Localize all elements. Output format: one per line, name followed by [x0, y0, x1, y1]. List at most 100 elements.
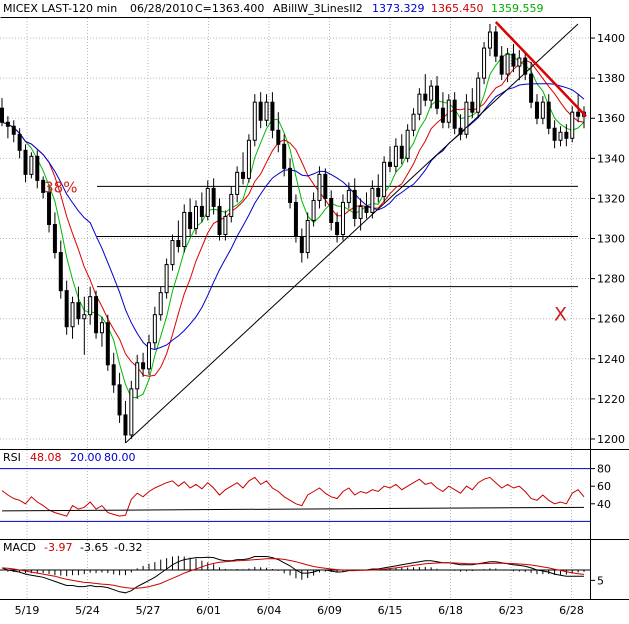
candle — [523, 52, 528, 81]
candle-body — [246, 139, 251, 179]
candle-body — [352, 189, 357, 219]
candle-body — [382, 161, 387, 197]
candle — [211, 178, 216, 215]
candle-body — [464, 101, 469, 135]
candles — [0, 24, 586, 443]
candle-body — [188, 211, 193, 229]
candle — [417, 88, 422, 121]
rsi-panel: 40 60 80 — [0, 463, 611, 522]
candle-body — [99, 322, 104, 334]
macd-value-2: -3.65 — [80, 541, 108, 554]
candle — [111, 352, 116, 393]
candle — [282, 134, 287, 177]
candle-body — [429, 85, 434, 101]
candle — [540, 96, 545, 125]
candle — [546, 94, 551, 135]
macd-label: MACD — [3, 541, 36, 554]
x-tick-label: 6/28 — [559, 604, 584, 617]
candle-body — [440, 107, 445, 123]
candle — [517, 50, 522, 81]
candle-body — [340, 201, 345, 236]
candle — [194, 200, 198, 235]
candle — [399, 134, 404, 165]
candle — [188, 198, 193, 237]
candle-body — [141, 362, 146, 370]
candle — [323, 168, 328, 207]
downtrend-line — [494, 21, 587, 118]
rsi-trendline — [1, 506, 585, 512]
indicator-value-blue: 1373.329 — [372, 2, 425, 15]
rsi-tick-label: 80 — [597, 463, 611, 476]
price-tick-label: 1220 — [597, 393, 625, 406]
candle — [487, 24, 492, 57]
x-label: X — [554, 304, 567, 326]
rsi-high: 80.00 — [104, 451, 136, 464]
candle-body — [335, 221, 340, 236]
price-tick-label: 1260 — [597, 313, 625, 326]
moving-averages — [1, 52, 585, 399]
candle — [35, 150, 40, 189]
candle-body — [158, 292, 163, 316]
x-tick-label: 5/24 — [75, 604, 100, 617]
x-axis-labels: 5/19 5/24 5/27 6/01 6/04 6/09 6/15 6/18 6/23 6/28 — [15, 604, 584, 617]
red-moving-average — [1, 59, 585, 377]
price-tick-label: 1340 — [597, 152, 625, 165]
candle-body — [487, 31, 492, 49]
candle-body — [94, 296, 99, 334]
candle-body — [364, 205, 369, 213]
candle-body — [540, 101, 545, 119]
candle — [452, 92, 457, 135]
candle-body — [52, 223, 57, 254]
candle-body — [405, 129, 410, 159]
candle — [435, 76, 440, 115]
green-moving-average — [1, 52, 585, 399]
candle — [88, 286, 93, 325]
price-tick-label: 1200 — [597, 433, 625, 446]
rsi-header: RSI 48.08 20.00 80.00 — [3, 451, 136, 464]
candle-body — [270, 101, 275, 131]
candle — [423, 74, 428, 107]
candle — [346, 182, 351, 209]
candle — [429, 80, 434, 109]
candle-body — [70, 302, 75, 328]
candle — [470, 88, 475, 119]
candle — [23, 144, 28, 183]
candle — [76, 286, 81, 325]
candle — [217, 198, 222, 241]
blue-moving-average — [1, 83, 585, 351]
candle-body — [299, 236, 304, 254]
indicator-value-red: 1365.450 — [431, 2, 484, 15]
candle — [293, 194, 298, 243]
candle — [252, 94, 257, 147]
candle-body — [311, 199, 316, 221]
candle-body — [35, 155, 40, 181]
candle-body — [176, 240, 181, 248]
candle-body — [117, 384, 122, 416]
candle-body — [417, 93, 422, 115]
candle-body — [182, 211, 187, 248]
candle — [52, 212, 57, 259]
candle-body — [388, 161, 392, 167]
candle-body — [546, 101, 551, 129]
macd-panel: 5 — [0, 555, 604, 594]
candle-body — [164, 264, 169, 294]
candle-body — [199, 205, 204, 217]
candle — [229, 186, 234, 223]
candle-body — [276, 129, 281, 145]
candle — [0, 98, 4, 127]
candle — [123, 400, 128, 443]
candle-body — [393, 145, 398, 167]
candle — [182, 204, 187, 253]
candle — [558, 126, 563, 147]
candle — [41, 176, 46, 199]
candle — [11, 120, 16, 143]
candle — [411, 108, 416, 137]
candle — [152, 306, 157, 349]
candle-body — [346, 189, 351, 203]
candle — [317, 166, 322, 209]
candle-body — [523, 57, 528, 75]
candle-body — [329, 197, 334, 223]
candle-body — [229, 193, 234, 217]
candle-body — [88, 296, 93, 316]
